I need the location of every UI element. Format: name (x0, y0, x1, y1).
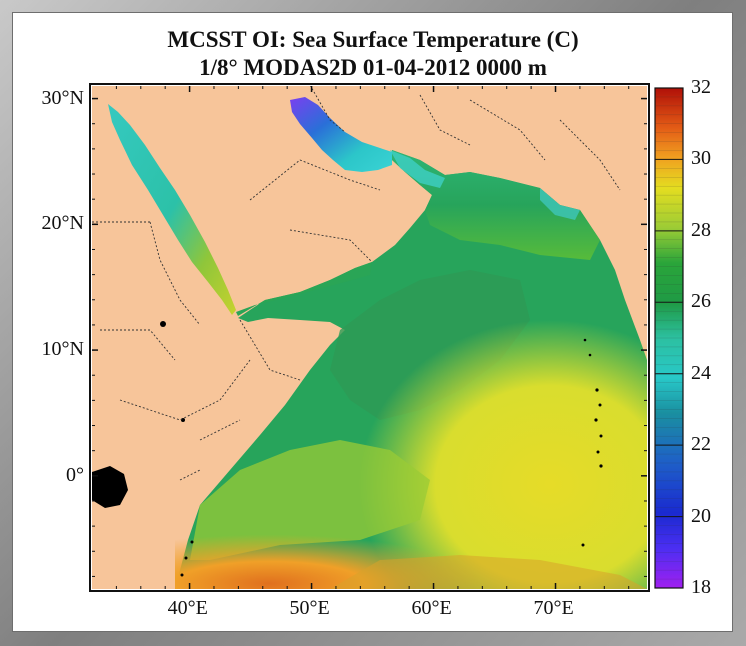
axis-ticks (92, 86, 647, 589)
colorbar-ticks (655, 87, 683, 589)
colorbar-label: 28 (691, 218, 711, 241)
country-borders (92, 86, 621, 481)
lat-label: 0° (66, 463, 84, 486)
gujarat-coast (540, 188, 580, 220)
colorbar-label: 30 (691, 147, 711, 170)
colorbar-label: 32 (691, 76, 711, 98)
lon-label: 60°E (411, 597, 452, 619)
map-subtitle: 1/8° MODAS2D 01-04-2012 0000 m (199, 55, 547, 80)
lon-label: 70°E (533, 597, 574, 619)
gulf-of-oman (390, 150, 445, 188)
lake-turkana (181, 418, 185, 422)
colorbar-label: 26 (691, 290, 711, 313)
ocean-warm-south (330, 555, 647, 589)
lake-tana (160, 321, 166, 327)
map-title: MCSST OI: Sea Surface Temperature (C) (167, 27, 579, 52)
colorbar-label: 22 (691, 433, 711, 456)
lon-label: 40°E (167, 597, 208, 619)
north-arabian-sea (392, 150, 600, 260)
colorbar-label: 18 (691, 576, 711, 598)
coastal-speckle (180, 540, 585, 577)
red-sea (108, 104, 236, 315)
lat-label: 20°N (41, 212, 84, 235)
colorbar-label: 20 (691, 504, 711, 527)
lon-label: 50°E (289, 597, 330, 619)
lakshadweep (583, 338, 592, 357)
persian-gulf (290, 97, 392, 172)
colorbar-label: 24 (691, 361, 711, 384)
gulf-of-aden (236, 262, 372, 316)
lake-victoria (92, 466, 128, 508)
lat-label: 10°N (41, 338, 84, 361)
lat-label: 30°N (41, 86, 84, 109)
maldives (594, 388, 603, 468)
